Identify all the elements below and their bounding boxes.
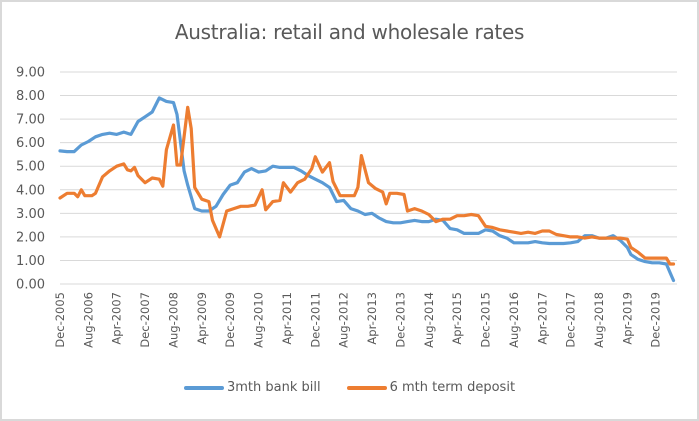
x-tick-label: Aug-2016 [507,292,521,348]
legend-label: 3mth bank bill [226,380,321,395]
x-axis-ticks: Dec-2005 Aug-2006 Apr-2007 Dec-2007 Aug-2008… [53,292,663,348]
legend: 3mth bank bill 6 mth term deposit [0,380,699,395]
x-tick-label: Dec-2015 [479,292,493,348]
legend-item-term-deposit[interactable]: 6 mth term deposit [346,380,516,395]
series-lines [58,96,676,283]
legend-swatch-orange [346,385,387,390]
y-tick-label: 6.00 [16,136,45,151]
x-tick-label: Aug-2014 [422,292,436,348]
x-tick-label: Apr-2013 [365,292,379,345]
x-tick-label: Dec-2009 [223,292,237,348]
x-tick-label: Apr-2015 [450,292,464,345]
x-tick-label: Aug-2006 [81,292,95,348]
x-tick-label: Dec-2011 [308,292,322,348]
legend-item-bank-bill[interactable]: 3mth bank bill [183,380,321,395]
x-tick-label: Aug-2008 [166,292,180,348]
y-tick-label: 0.00 [16,278,45,293]
x-tick-label: Apr-2017 [535,292,549,345]
chart-title: Australia: retail and wholesale rates [174,20,525,44]
y-tick-label: 9.00 [16,66,45,81]
x-tick-label: Aug-2012 [337,292,351,348]
y-tick-label: 1.00 [16,254,45,269]
y-tick-label: 4.00 [16,183,45,198]
x-tick-label: Dec-2013 [393,292,407,348]
x-tick-label: Dec-2007 [138,292,152,348]
y-tick-label: 2.00 [16,230,45,245]
y-axis-ticks: 0.00 1.00 2.00 3.00 4.00 5.00 6.00 7.00 8.00 9.00 [16,66,45,293]
x-tick-label: Apr-2009 [195,292,209,345]
x-tick-label: Dec-2017 [564,292,578,348]
legend-label: 6 mth term deposit [389,380,516,395]
y-tick-label: 8.00 [16,89,45,104]
x-tick-label: Apr-2011 [280,292,294,345]
x-tick-label: Aug-2010 [252,292,266,348]
series-line [58,105,676,266]
series-line [58,96,676,283]
x-tick-label: Apr-2019 [620,292,634,345]
y-tick-label: 7.00 [16,113,45,128]
x-tick-label: Dec-2019 [649,292,663,348]
x-tick-label: Aug-2018 [592,292,606,348]
y-tick-label: 3.00 [16,207,45,222]
y-tick-label: 5.00 [16,160,45,175]
legend-swatch-blue [183,385,224,390]
x-tick-label: Dec-2005 [53,292,67,348]
x-tick-label: Apr-2007 [110,292,124,345]
